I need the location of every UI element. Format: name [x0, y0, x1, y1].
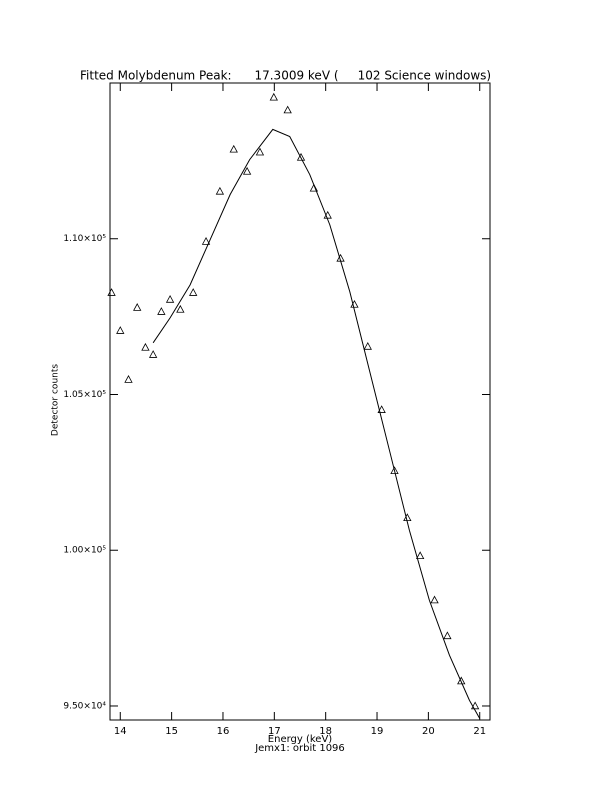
data-point — [133, 303, 142, 311]
x-tick-label: 15 — [165, 726, 178, 737]
x-tick-label: 21 — [473, 726, 486, 737]
data-point — [165, 294, 175, 303]
data-point — [157, 307, 166, 315]
y-tick-label: 9.50×10⁴ — [63, 701, 106, 711]
data-point — [296, 152, 306, 161]
data-point — [269, 92, 278, 101]
data-point — [201, 237, 211, 245]
data-point — [443, 631, 452, 640]
data-point — [124, 375, 133, 383]
data-point — [116, 326, 125, 334]
y-tick-label: 1.10×10⁵ — [63, 234, 106, 244]
data-point — [390, 466, 399, 475]
y-axis-label: Detector counts — [51, 364, 61, 436]
data-point — [377, 405, 386, 413]
x-tick-label: 14 — [114, 726, 127, 737]
fit-line — [152, 128, 481, 719]
x-tick-label: 19 — [371, 726, 384, 737]
x-axis-label: Energy (keV) — [268, 734, 333, 745]
plot-frame — [109, 82, 491, 721]
chart-title: Fitted Molybdenum Peak: 17.3009 keV ( 10… — [80, 69, 491, 83]
x-tick-label: 16 — [217, 726, 230, 737]
data-point — [430, 595, 439, 604]
x-tick-label: 18 — [319, 726, 332, 737]
data-point — [176, 304, 185, 313]
y-tick-label: 1.00×10⁵ — [63, 546, 106, 556]
data-point — [242, 166, 252, 175]
x-tick-label: 20 — [422, 726, 435, 737]
data-point — [363, 341, 372, 350]
y-tick-label: 1.05×10⁵ — [63, 390, 106, 400]
data-point — [107, 288, 116, 296]
data-point — [215, 186, 225, 195]
data-point — [309, 183, 319, 192]
data-point — [283, 105, 292, 114]
data-point — [189, 288, 198, 296]
data-point — [470, 701, 480, 710]
data-point — [141, 342, 150, 351]
data-point — [415, 551, 425, 560]
subtitle: Jemx1: orbit 1096 — [254, 743, 345, 754]
data-point — [255, 147, 265, 156]
x-tick-label: 17 — [268, 726, 281, 737]
data-point — [229, 144, 238, 153]
data-point — [457, 676, 466, 685]
data-point — [403, 513, 412, 522]
data-point — [148, 350, 158, 358]
